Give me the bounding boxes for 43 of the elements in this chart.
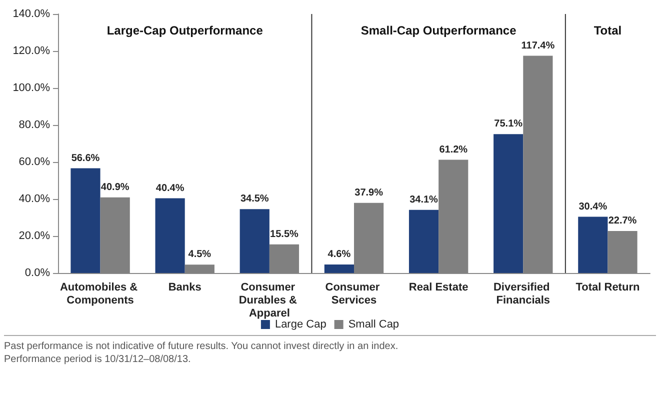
data-label: 15.5%: [270, 228, 299, 240]
bar: [494, 134, 524, 273]
data-label: 4.5%: [188, 249, 212, 260]
annotation: Total: [594, 24, 622, 38]
data-label: 75.1%: [494, 118, 523, 130]
y-tick-label: 100.0%: [12, 82, 50, 94]
text: Past performance is not indicative of future results. You cannot invest directly in an index.: [4, 341, 398, 352]
y-tick-label: 80.0%: [18, 119, 50, 131]
bar: [240, 209, 270, 273]
data-label: 30.4%: [578, 201, 608, 212]
x-tick-label: Real Estate: [408, 282, 468, 294]
bar: [578, 216, 608, 273]
bar: [408, 210, 439, 273]
data-label: 34.1%: [410, 194, 438, 206]
bar: [324, 264, 354, 273]
y-tick-label: 120.0%: [12, 45, 50, 57]
data-label: 37.9%: [354, 187, 384, 198]
data-label: 34.5%: [240, 194, 269, 205]
x-tick-label: Consumer Durables & Apparel: [238, 282, 300, 320]
data-label: 61.2%: [439, 144, 468, 156]
data-label: 56.6%: [71, 152, 100, 164]
data-label: 40.4%: [156, 182, 184, 194]
annotation: Large-Cap Outperformance: [106, 24, 264, 38]
data-label: 40.9%: [100, 182, 130, 193]
x-tick-label: Total Return: [576, 282, 640, 294]
y-tick-label: 40.0%: [18, 193, 50, 205]
y-tick-label: 20.0%: [18, 230, 50, 242]
bar: [155, 198, 185, 273]
legend-label: Small Cap: [348, 318, 400, 330]
legend-label: Large Cap: [274, 318, 326, 330]
y-tick-label: 140.0%: [12, 8, 50, 20]
bar: [70, 168, 100, 273]
y-tick-label: 60.0%: [18, 156, 50, 168]
annotation: Small-Cap Outperformance: [360, 24, 517, 38]
data-label: 4.6%: [328, 248, 351, 260]
x-tick-label: Banks: [168, 282, 202, 294]
x-tick-label: Consumer Services: [325, 282, 383, 306]
y-tick-label: 0.0%: [24, 267, 50, 279]
x-tick-label: Automobiles & Components: [60, 282, 141, 306]
text: Performance period is 10/31/12–08/08/13.: [4, 354, 191, 365]
data-label: 22.7%: [608, 216, 637, 227]
x-tick-label: Diversified Financials: [493, 282, 553, 306]
data-label: 117.4%: [521, 40, 555, 52]
